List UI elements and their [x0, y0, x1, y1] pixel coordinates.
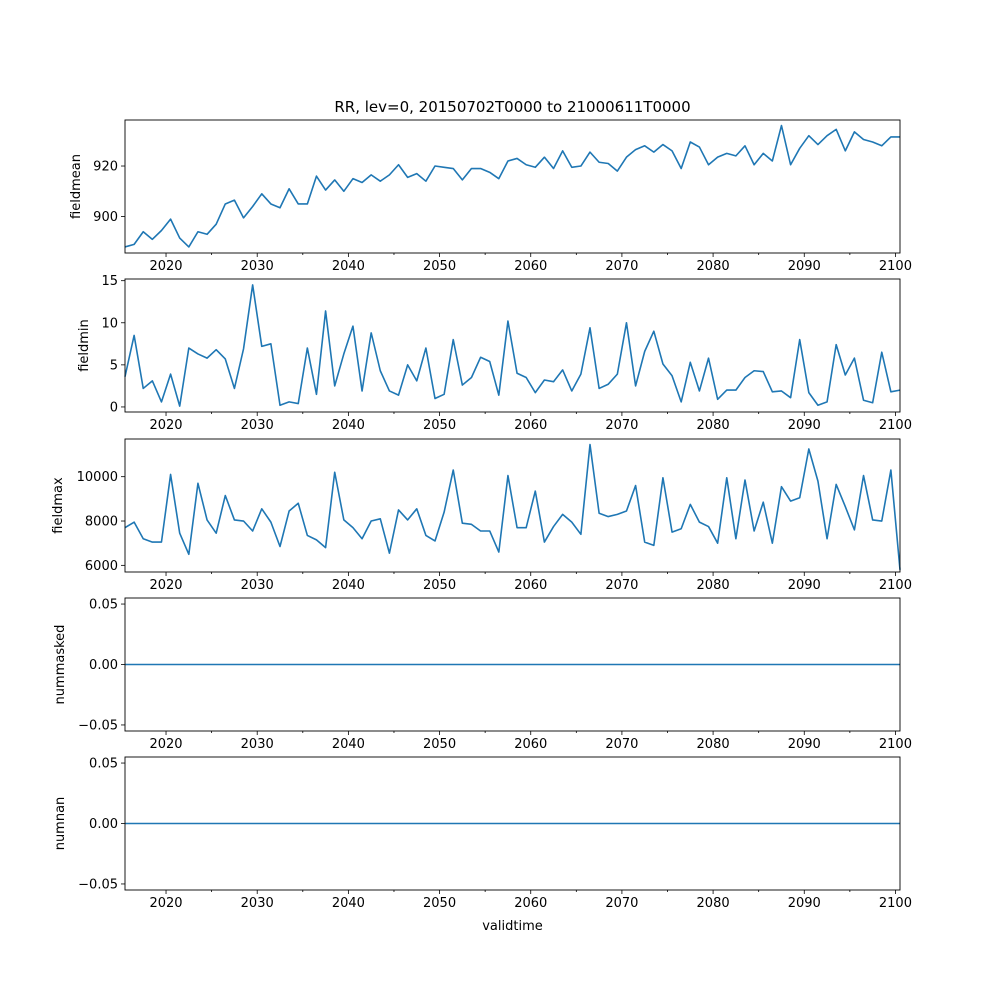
x-tick-label: 2080 [697, 896, 730, 911]
x-tick-label: 2070 [605, 418, 638, 433]
series-line-fieldmean [124, 124, 900, 248]
y-axis-label-fieldmean: fieldmean [69, 154, 84, 219]
x-tick-label: 2090 [788, 896, 821, 911]
y-tick-label: 0.05 [89, 757, 118, 772]
x-tick-label: 2100 [879, 896, 912, 911]
x-tick-label: 2040 [332, 896, 365, 911]
x-tick-label: 2030 [241, 578, 274, 593]
y-tick-label: 0 [110, 400, 118, 415]
x-tick-label: 2070 [605, 578, 638, 593]
x-tick-label: 2090 [788, 259, 821, 274]
x-tick-label: 2050 [423, 737, 456, 752]
x-tick-label: 2030 [241, 418, 274, 433]
series-line-fieldmin [124, 284, 901, 407]
x-tick-label: 2060 [514, 578, 547, 593]
panel-fieldmax: 2020 2030 2040 2050 2060 2070 2080 2090 2100 6000… [51, 438, 912, 593]
x-tick-label: 2050 [423, 578, 456, 593]
x-tick-label: 2040 [332, 418, 365, 433]
subplots: 2020 2030 2040 2050 2060 2070 2080 2090 2100 900 9… [51, 119, 912, 911]
x-tick-label: 2050 [423, 896, 456, 911]
x-tick-label: 2100 [879, 418, 912, 433]
axes-frame [124, 438, 901, 573]
x-tick-label: 2100 [879, 737, 912, 752]
x-tick-label: 2060 [514, 418, 547, 433]
x-tick-label: 2100 [879, 259, 912, 274]
axes-frame [124, 597, 901, 732]
x-axis-label: validtime [482, 919, 543, 934]
y-tick-label: 10000 [77, 470, 118, 485]
x-tick-label: 2030 [241, 737, 274, 752]
x-tick-label: 2020 [149, 737, 182, 752]
y-axis-label-nummasked: nummasked [53, 625, 68, 705]
x-tick-label: 2070 [605, 737, 638, 752]
x-tick-label: 2100 [879, 578, 912, 593]
x-tick-label: 2050 [423, 418, 456, 433]
x-tick-label: 2020 [149, 578, 182, 593]
y-tick-label: 15 [101, 274, 118, 289]
x-tick-label: 2040 [332, 259, 365, 274]
y-tick-label: 0.00 [89, 817, 118, 832]
x-tick-label: 2030 [241, 259, 274, 274]
y-tick-label: 8000 [85, 515, 118, 530]
axes-frame [124, 278, 901, 413]
x-tick-label: 2060 [514, 737, 547, 752]
x-tick-label: 2050 [423, 259, 456, 274]
y-tick-label: −0.05 [78, 877, 118, 892]
x-tick-label: 2080 [697, 418, 730, 433]
y-tick-label: 0.00 [89, 658, 118, 673]
x-tick-label: 2090 [788, 578, 821, 593]
y-tick-label: 0.05 [89, 598, 118, 613]
axes-frame [124, 756, 901, 891]
x-tick-label: 2080 [697, 259, 730, 274]
y-axis-label-numnan: numnan [53, 797, 68, 851]
panel-fieldmean: 2020 2030 2040 2050 2060 2070 2080 2090 2100 900 9… [69, 119, 912, 274]
x-tick-label: 2020 [149, 896, 182, 911]
x-tick-label: 2080 [697, 578, 730, 593]
y-axis-label-fieldmin: fieldmin [77, 319, 92, 372]
panel-numnan: 2020 2030 2040 2050 2060 2070 2080 2090 2100 −0.0… [53, 757, 912, 911]
x-tick-label: 2040 [332, 737, 365, 752]
chart-title: RR, lev=0, 20150702T0000 to 21000611T000… [334, 98, 690, 116]
x-tick-label: 2090 [788, 737, 821, 752]
x-tick-label: 2060 [514, 259, 547, 274]
x-tick-label: 2070 [605, 896, 638, 911]
axes-frame [124, 119, 901, 254]
panel-fieldmin: 2020 2030 2040 2050 2060 2070 2080 2090 2100 0 5 10… [77, 274, 912, 433]
y-tick-label: 6000 [85, 559, 118, 574]
x-tick-label: 2020 [149, 259, 182, 274]
y-tick-label: 5 [110, 358, 118, 373]
x-tick-label: 2090 [788, 418, 821, 433]
y-tick-label: −0.05 [78, 718, 118, 733]
y-tick-label: 920 [93, 160, 118, 175]
x-tick-label: 2030 [241, 896, 274, 911]
panel-nummasked: 2020 2030 2040 2050 2060 2070 2080 2090 2100 −0.0… [53, 598, 912, 752]
y-axis-label-fieldmax: fieldmax [51, 477, 66, 534]
y-tick-label: 10 [101, 316, 118, 331]
x-tick-label: 2060 [514, 896, 547, 911]
x-tick-label: 2070 [605, 259, 638, 274]
series-line-fieldmax [124, 443, 901, 570]
x-tick-label: 2020 [149, 418, 182, 433]
y-tick-label: 900 [93, 210, 118, 225]
x-tick-label: 2080 [697, 737, 730, 752]
x-tick-label: 2040 [332, 578, 365, 593]
